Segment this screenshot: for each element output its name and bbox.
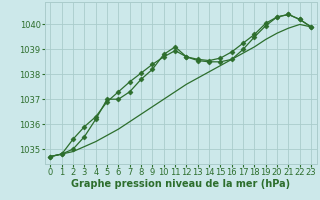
X-axis label: Graphe pression niveau de la mer (hPa): Graphe pression niveau de la mer (hPa)	[71, 179, 290, 189]
